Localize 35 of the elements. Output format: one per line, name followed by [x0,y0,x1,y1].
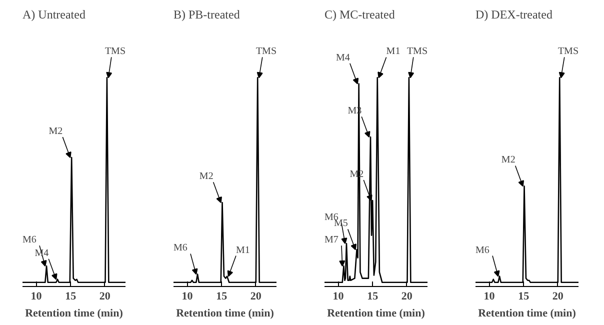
annotation: M1 [236,244,250,256]
annotation: TMS [406,46,428,58]
annotation: M6 [476,244,490,256]
x-tick-label: 10 [182,290,194,302]
x-tick-label: 15 [216,290,228,302]
annotation: M7 [324,234,338,246]
chart-title: C) MC-treated [324,8,395,22]
annotation: TMS [558,46,578,58]
annotation: M1 [386,46,400,58]
annotation: M2 [199,171,214,182]
annotation: M6 [174,242,188,254]
annotation: TMS [104,46,126,58]
x-tick-label: 10 [484,290,496,302]
x-tick-label: 20 [250,290,262,302]
annotation: M2 [501,154,516,166]
x-tick-label: 15 [65,290,77,302]
x-tick-label: 15 [518,290,530,302]
x-axis-title: Retention time (min) [327,308,426,320]
x-tick-label: 10 [30,290,42,302]
x-tick-label: 20 [99,290,111,302]
chart-title: D) DEX-treated [476,8,552,22]
annotation: M6 [22,234,36,246]
x-axis-title: Retention time (min) [25,308,124,320]
x-axis-title: Retention time (min) [478,308,576,320]
annotation: M5 [334,218,348,230]
x-tick-label: 20 [401,290,413,302]
annotation: TMS [256,46,276,58]
x-tick-label: 15 [367,290,379,302]
x-tick-label: 10 [332,290,344,302]
annotation: M4 [336,52,350,64]
chart-title: B) PB-treated [174,8,240,22]
x-tick-label: 20 [552,290,564,302]
annotation: M2 [48,126,63,138]
x-axis-title: Retention time (min) [176,308,274,320]
chart-title: A) Untreated [22,8,86,22]
